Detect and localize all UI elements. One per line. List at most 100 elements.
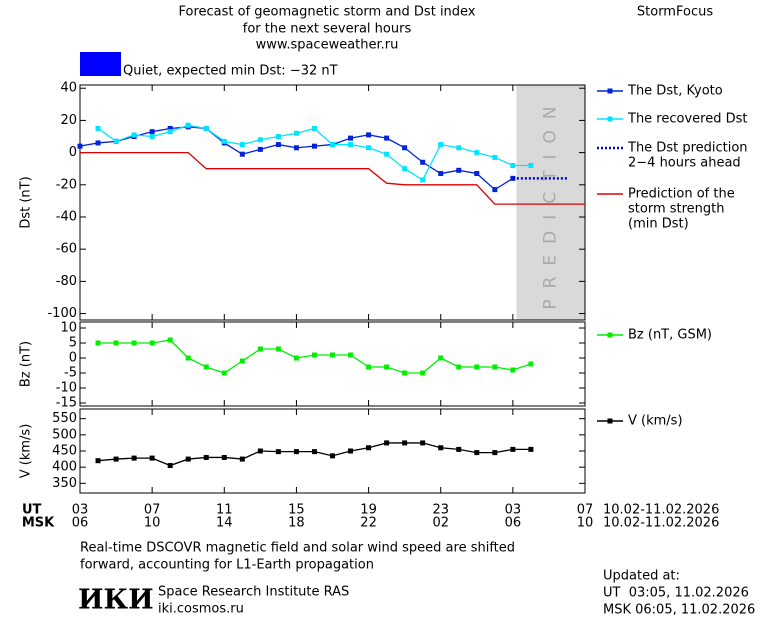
title-line: www.spaceweather.ru: [256, 38, 399, 53]
y-tick-label: -15: [56, 396, 77, 411]
data-point: [221, 454, 227, 460]
legend-label: (min Dst): [628, 217, 689, 232]
y-tick-label: 0: [69, 351, 77, 366]
data-point: [492, 154, 498, 160]
x-tick-label: 03: [72, 503, 89, 518]
data-point: [257, 448, 263, 454]
x-tick-label-msk: 22: [360, 516, 377, 531]
y-tick-label: 400: [52, 460, 77, 475]
data-point: [366, 132, 372, 138]
logo: ИКИ: [78, 585, 154, 616]
data-point: [293, 130, 299, 136]
data-point: [113, 456, 119, 462]
x-tick-label: 03: [505, 503, 522, 518]
x-tick-label: 07: [144, 503, 161, 518]
y-tick-label: 500: [52, 427, 77, 442]
panel-frame: [79, 321, 586, 407]
data-point: [438, 355, 444, 361]
data-point: [311, 125, 317, 131]
data-point: [402, 166, 408, 172]
data-point: [275, 449, 281, 455]
y-tick-label: 550: [52, 411, 77, 426]
data-point: [402, 440, 408, 446]
data-point: [95, 340, 101, 346]
data-point: [311, 352, 317, 358]
data-point: [95, 140, 101, 146]
data-point: [257, 137, 263, 143]
data-point: [474, 150, 480, 156]
x-tick-label-msk: 02: [432, 516, 449, 531]
data-point: [366, 364, 372, 370]
data-point: [221, 370, 227, 376]
data-point: [167, 463, 173, 469]
data-point: [330, 352, 335, 358]
date-range-msk: 10.02-11.02.2026: [603, 516, 719, 531]
data-point: [167, 125, 173, 131]
x-tick-label-msk: 10: [577, 516, 594, 531]
data-point: [528, 162, 534, 168]
data-point: [131, 455, 137, 461]
panel-background: [80, 85, 585, 320]
note: forward, accounting for L1-Earth propaga…: [80, 558, 374, 573]
series-line: [80, 151, 585, 205]
data-point: [456, 145, 462, 151]
y-tick-label: 10: [60, 321, 77, 336]
data-point: [131, 340, 137, 346]
y-tick-label: 0: [69, 145, 77, 160]
data-point: [348, 135, 354, 141]
status-text: Quiet, expected min Dst: −32 nT: [123, 64, 338, 79]
updated-msk: MSK 06:05, 11.02.2026: [603, 603, 755, 618]
data-point: [167, 129, 173, 135]
y-tick-label: -100: [47, 306, 77, 321]
updated-ut: UT 03:05, 11.02.2026: [603, 586, 749, 601]
data-point: [293, 449, 299, 455]
data-point: [528, 361, 534, 367]
x-tick-label: 11: [216, 503, 233, 518]
data-point: [438, 445, 444, 451]
brand: StormFocus: [637, 5, 713, 20]
data-point: [456, 364, 462, 370]
data-point: [438, 142, 444, 148]
data-point: [239, 456, 245, 462]
data-point: [185, 456, 191, 462]
x-tick-label: 23: [432, 503, 449, 518]
data-point: [420, 159, 426, 165]
data-point: [384, 440, 390, 446]
x-tick-label-msk: 10: [144, 516, 161, 531]
data-point: [420, 440, 426, 446]
data-point: [293, 355, 299, 361]
data-point: [366, 445, 372, 451]
legend-marker: [607, 418, 613, 424]
data-point: [203, 125, 209, 131]
updated-label: Updated at:: [603, 569, 680, 584]
x-tick-label-msk: 14: [216, 516, 233, 531]
data-point: [438, 171, 444, 177]
legend-label: The Dst, Kyoto: [627, 84, 723, 99]
data-point: [275, 142, 281, 148]
data-point: [510, 367, 516, 373]
x-axis-label: UT: [22, 503, 42, 518]
data-point: [330, 453, 335, 459]
data-point: [492, 187, 498, 193]
data-point: [257, 146, 263, 152]
panel-frame: [79, 84, 586, 321]
y-tick-label: 40: [60, 81, 77, 96]
data-point: [384, 135, 390, 141]
y-tick-label: -20: [56, 177, 77, 192]
data-point: [203, 454, 209, 460]
note: Real-time DSCOVR magnetic field and sola…: [80, 541, 515, 556]
data-point: [420, 177, 426, 183]
legend-marker: [607, 88, 613, 94]
legend-label: Bz (nT, GSM): [628, 328, 712, 343]
institute: Space Research Institute RAS: [158, 585, 349, 600]
data-point: [149, 129, 155, 135]
data-point: [384, 364, 390, 370]
data-point: [293, 145, 299, 151]
data-point: [167, 337, 173, 343]
data-point: [384, 151, 390, 157]
data-point: [113, 138, 119, 144]
data-point: [311, 449, 317, 455]
data-point: [420, 370, 426, 376]
